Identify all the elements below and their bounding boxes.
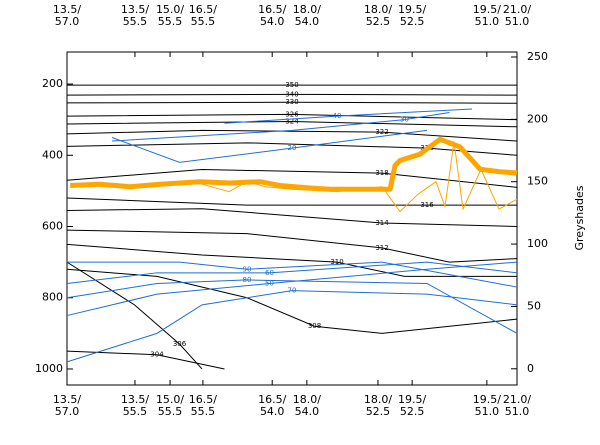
contour-line [66, 129, 518, 142]
contour-line [111, 112, 450, 142]
contour-line [66, 290, 518, 363]
x-tick-label-top: 16.5/ [258, 3, 286, 16]
series-line [201, 141, 518, 213]
contour-label: 316 [420, 201, 434, 209]
contour-label: 314 [375, 219, 389, 227]
contour-label: 304 [150, 351, 164, 359]
x-tick-label-top: 52.5 [400, 15, 425, 28]
contour-label: 30 [400, 116, 409, 124]
y2-axis-label: Greyshades [573, 185, 586, 250]
x-tick-label-top: 52.5 [366, 15, 391, 28]
contour-line [66, 229, 518, 263]
x-tick-label-bottom: 18.0/ [364, 393, 392, 406]
x-tick-label-top: 18.0/ [293, 3, 321, 16]
contour-label: 20 [288, 144, 297, 152]
x-tick-label-top: 18.0/ [364, 3, 392, 16]
x-tick-label-bottom: 54.0 [260, 405, 285, 418]
x-tick-label-top: 19.5/ [398, 3, 426, 16]
contour-line [224, 108, 473, 124]
contour-label: 40 [333, 112, 342, 120]
contour-line [66, 261, 518, 284]
contour-label: 60 [265, 269, 274, 277]
x-tick-label-top: 51.0 [475, 15, 500, 28]
x-tick-label-bottom: 51.0 [505, 405, 530, 418]
contour-label: 330 [285, 98, 298, 106]
y-tick-label: 1000 [35, 362, 63, 375]
x-tick-label-bottom: 52.5 [400, 405, 425, 418]
contour-label: 318 [375, 169, 388, 177]
contour-line [66, 208, 518, 228]
contour-line [66, 268, 518, 334]
x-tick-label-bottom: 57.0 [55, 405, 80, 418]
y2-tick-label: 50 [527, 299, 541, 312]
contour-line [66, 113, 518, 121]
contour-line [66, 93, 518, 96]
y2-tick-label: 200 [527, 112, 548, 125]
contour-line [66, 243, 517, 277]
y-tick-label: 800 [42, 291, 63, 304]
x-tick-label-bottom: 19.5/ [473, 393, 501, 406]
contour-line [66, 261, 203, 370]
contour-line [66, 197, 517, 206]
contour-line [66, 350, 225, 370]
x-tick-label-bottom: 19.5/ [398, 393, 426, 406]
contour-line [67, 261, 518, 288]
y2-tick-label: 100 [527, 237, 548, 250]
x-tick-label-top: 16.5/ [189, 3, 217, 16]
contour-line [66, 101, 518, 104]
contour-line [66, 279, 518, 334]
x-tick-label-bottom: 54.0 [295, 405, 320, 418]
x-tick-label-top: 54.0 [260, 15, 285, 28]
contour-label: 308 [308, 322, 321, 330]
contour-label: 326 [285, 110, 299, 118]
contour-label: 306 [173, 340, 187, 348]
x-tick-label-bottom: 16.5/ [189, 393, 217, 406]
x-tick-label-bottom: 15.0/ [156, 393, 184, 406]
x-tick-label-top: 57.0 [55, 15, 80, 28]
x-tick-label-top: 51.0 [505, 15, 530, 28]
y2-tick-label: 150 [527, 175, 548, 188]
x-tick-label-top: 21.0/ [503, 3, 531, 16]
y-tick-label: 400 [42, 148, 63, 161]
x-tick-label-top: 55.5 [158, 15, 183, 28]
contour-line [66, 142, 518, 156]
x-tick-label-top: 55.5 [123, 15, 148, 28]
contour-label: 310 [330, 258, 343, 266]
contour-label: 312 [375, 244, 388, 252]
x-tick-label-top: 55.5 [191, 15, 216, 28]
x-tick-label-top: 15.0/ [156, 3, 184, 16]
plot-frame [66, 51, 518, 386]
x-tick-label-top: 19.5/ [473, 3, 501, 16]
x-tick-label-bottom: 13.5/ [121, 393, 149, 406]
x-tick-label-top: 13.5/ [121, 3, 149, 16]
x-tick-label-bottom: 16.5/ [258, 393, 286, 406]
x-tick-label-bottom: 51.0 [475, 405, 500, 418]
y2-tick-label: 250 [527, 50, 548, 63]
x-tick-label-bottom: 55.5 [158, 405, 183, 418]
contour-line [66, 120, 518, 128]
contour-label: 70 [288, 287, 297, 295]
contour-label: 50 [265, 279, 274, 287]
x-tick-label-bottom: 18.0/ [293, 393, 321, 406]
x-tick-label-bottom: 52.5 [366, 405, 391, 418]
x-tick-label-bottom: 55.5 [191, 405, 216, 418]
y-tick-label: 200 [42, 77, 63, 90]
contour-line [66, 261, 518, 317]
contour-label: 90 [243, 265, 252, 273]
x-tick-label-bottom: 13.5/ [53, 393, 81, 406]
contour-label: 80 [243, 276, 252, 284]
contour-label: 322 [375, 128, 388, 136]
contour-line [66, 169, 518, 188]
y-tick-label: 600 [42, 220, 63, 233]
contour-line [111, 129, 428, 163]
x-tick-label-bottom: 55.5 [123, 405, 148, 418]
x-tick-label-top: 54.0 [295, 15, 320, 28]
contour-label: 350 [285, 81, 298, 89]
contour-label: 340 [285, 90, 298, 98]
y2-tick-label: 0 [527, 362, 534, 375]
x-tick-label-top: 13.5/ [53, 3, 81, 16]
x-tick-label-bottom: 21.0/ [503, 393, 531, 406]
contour-label: 324 [285, 117, 299, 125]
